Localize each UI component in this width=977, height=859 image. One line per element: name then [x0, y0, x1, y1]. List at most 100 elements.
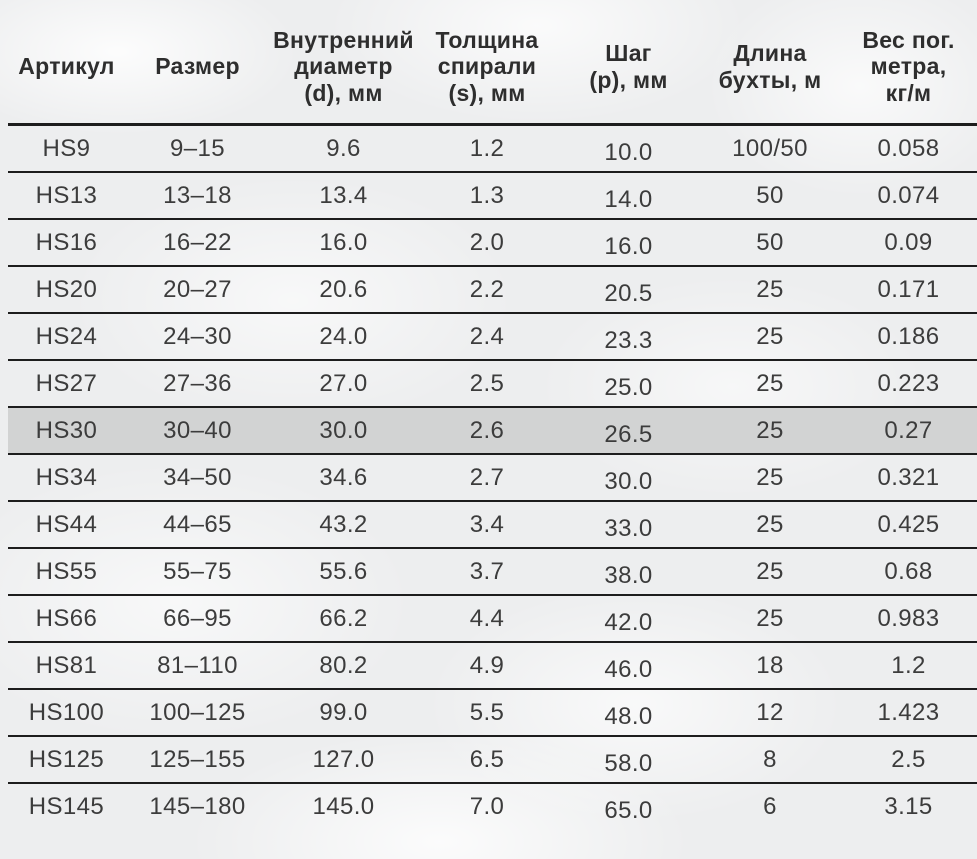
- column-header-spiral-thickness: Толщина спирали (s), мм: [417, 0, 557, 126]
- cell-value: 34.6: [270, 454, 417, 502]
- cell-value-text: 30.0: [604, 467, 653, 495]
- cell-value: 1.2: [840, 642, 977, 690]
- table-row: HS34 34–50 34.6 2.7 30.0 25 0.321: [8, 454, 977, 502]
- cell-value: 23.3: [557, 313, 700, 361]
- cell-value: 9.6: [270, 124, 417, 173]
- cell-article: HS24: [8, 313, 125, 361]
- cell-value: 16.0: [270, 219, 417, 267]
- cell-value: 66–95: [125, 595, 270, 643]
- cell-value-text: 48.0: [604, 702, 653, 730]
- table-row: HS13 13–18 13.4 1.3 14.0 50 0.074: [8, 172, 977, 220]
- cell-value: 25: [700, 501, 840, 549]
- cell-value: 3.7: [417, 548, 557, 596]
- table-row: HS100 100–125 99.0 5.5 48.0 12 1.423: [8, 689, 977, 737]
- cell-value: 18: [700, 642, 840, 690]
- table-row: HS27 27–36 27.0 2.5 25.0 25 0.223: [8, 360, 977, 408]
- table-row: HS44 44–65 43.2 3.4 33.0 25 0.425: [8, 501, 977, 549]
- cell-article: HS27: [8, 360, 125, 408]
- cell-value: 20.6: [270, 266, 417, 314]
- cell-value: 100–125: [125, 689, 270, 737]
- cell-value: 81–110: [125, 642, 270, 690]
- cell-article: HS145: [28, 792, 105, 820]
- cell-value: 48.0: [557, 689, 700, 737]
- cell-value: 25.0: [557, 360, 700, 408]
- column-header-inner-diameter: Внутренний диаметр (d), мм: [270, 0, 417, 126]
- cell-value: 4.4: [417, 595, 557, 643]
- cell-value: 42.0: [557, 595, 700, 643]
- column-header-coil-length: Длина бухты, м: [700, 0, 840, 126]
- cell-value: 2.5: [840, 736, 977, 784]
- cell-article: HS30: [8, 407, 125, 455]
- cell-value: 0.171: [840, 266, 977, 314]
- cell-value: 27.0: [270, 360, 417, 408]
- table-row: HS20 20–27 20.6 2.2 20.5 25 0.171: [8, 266, 977, 314]
- cell-value: 46.0: [557, 642, 700, 690]
- cell-article: HS100: [8, 689, 125, 737]
- cell-value: 38.0: [557, 548, 700, 596]
- cell-value: 0.68: [840, 548, 977, 596]
- column-header-weight: Вес пог. метра, кг/м: [840, 0, 977, 126]
- table-row: HS30 30–40 30.0 2.6 26.5 25 0.27: [8, 407, 977, 455]
- cell-value-text: 42.0: [604, 608, 653, 636]
- cell-value: 12: [700, 689, 840, 737]
- cell-value: 0.321: [840, 454, 977, 502]
- cell-value-text: 65.0: [604, 796, 653, 824]
- table-row: HS55 55–75 55.6 3.7 38.0 25 0.68: [8, 548, 977, 596]
- cell-value: 0.186: [840, 313, 977, 361]
- table-row: HS66 66–95 66.2 4.4 42.0 25 0.983: [8, 595, 977, 643]
- cell-value: 6: [763, 792, 777, 820]
- cell-value: 13–18: [125, 172, 270, 220]
- cell-value: 0.074: [840, 172, 977, 220]
- cell-value: 30.0: [270, 407, 417, 455]
- table-row: HS81 81–110 80.2 4.9 46.0 18 1.2: [8, 642, 977, 690]
- cell-article: HS9: [8, 124, 125, 173]
- cell-value-text: 20.5: [604, 279, 653, 307]
- cell-article: HS13: [8, 172, 125, 220]
- cell-value: 16–22: [125, 219, 270, 267]
- cell-value: 24–30: [125, 313, 270, 361]
- cell-value-text: 23.3: [604, 326, 653, 354]
- cell-value: 127.0: [270, 736, 417, 784]
- column-header-pitch: Шаг (p), мм: [557, 0, 700, 126]
- cell-value: 25: [700, 360, 840, 408]
- cell-value-text: 58.0: [604, 749, 653, 777]
- table-header: Артикул Размер Внутренний диаметр (d), м…: [8, 0, 977, 126]
- cell-value: 66.2: [270, 595, 417, 643]
- cell-article: HS66: [8, 595, 125, 643]
- cell-value: 25: [700, 548, 840, 596]
- cell-value: 4.9: [417, 642, 557, 690]
- cell-article: HS55: [8, 548, 125, 596]
- cell-value: 7.0: [469, 792, 505, 820]
- cell-value: 6.5: [417, 736, 557, 784]
- cell-value: 20–27: [125, 266, 270, 314]
- cell-article: HS16: [8, 219, 125, 267]
- cell-value-text: 25.0: [604, 373, 653, 401]
- cell-value: 65.0: [557, 783, 700, 829]
- cell-value: 125–155: [125, 736, 270, 784]
- cell-value: 34–50: [125, 454, 270, 502]
- cell-article: HS125: [8, 736, 125, 784]
- cell-value: 145.0: [312, 792, 375, 820]
- cell-value: 3.4: [417, 501, 557, 549]
- cell-value: 0.27: [840, 407, 977, 455]
- cell-value: 13.4: [270, 172, 417, 220]
- table-row: HS125 125–155 127.0 6.5 58.0 8 2.5: [8, 736, 977, 784]
- table-row: HS9 9–15 9.6 1.2 10.0 100/50 0.058: [8, 124, 977, 173]
- cell-value: 0.058: [840, 124, 977, 173]
- cell-value: 0.983: [840, 595, 977, 643]
- cell-value: 2.5: [417, 360, 557, 408]
- cell-value: 16.0: [557, 219, 700, 267]
- cell-value: 55.6: [270, 548, 417, 596]
- cell-value: 0.223: [840, 360, 977, 408]
- cell-value: 44–65: [125, 501, 270, 549]
- table-row: HS16 16–22 16.0 2.0 16.0 50 0.09: [8, 219, 977, 267]
- cell-value: 80.2: [270, 642, 417, 690]
- table-row: HS145 145–180 145.0 7.0 65.0 6 3.15: [8, 783, 977, 829]
- cell-value: 100/50: [700, 124, 840, 173]
- cell-value-text: 26.5: [604, 420, 653, 448]
- cell-value: 145–180: [149, 792, 246, 820]
- cell-value: 50: [700, 172, 840, 220]
- cell-value-text: 38.0: [604, 561, 653, 589]
- cell-value: 25: [700, 454, 840, 502]
- cell-value: 25: [700, 407, 840, 455]
